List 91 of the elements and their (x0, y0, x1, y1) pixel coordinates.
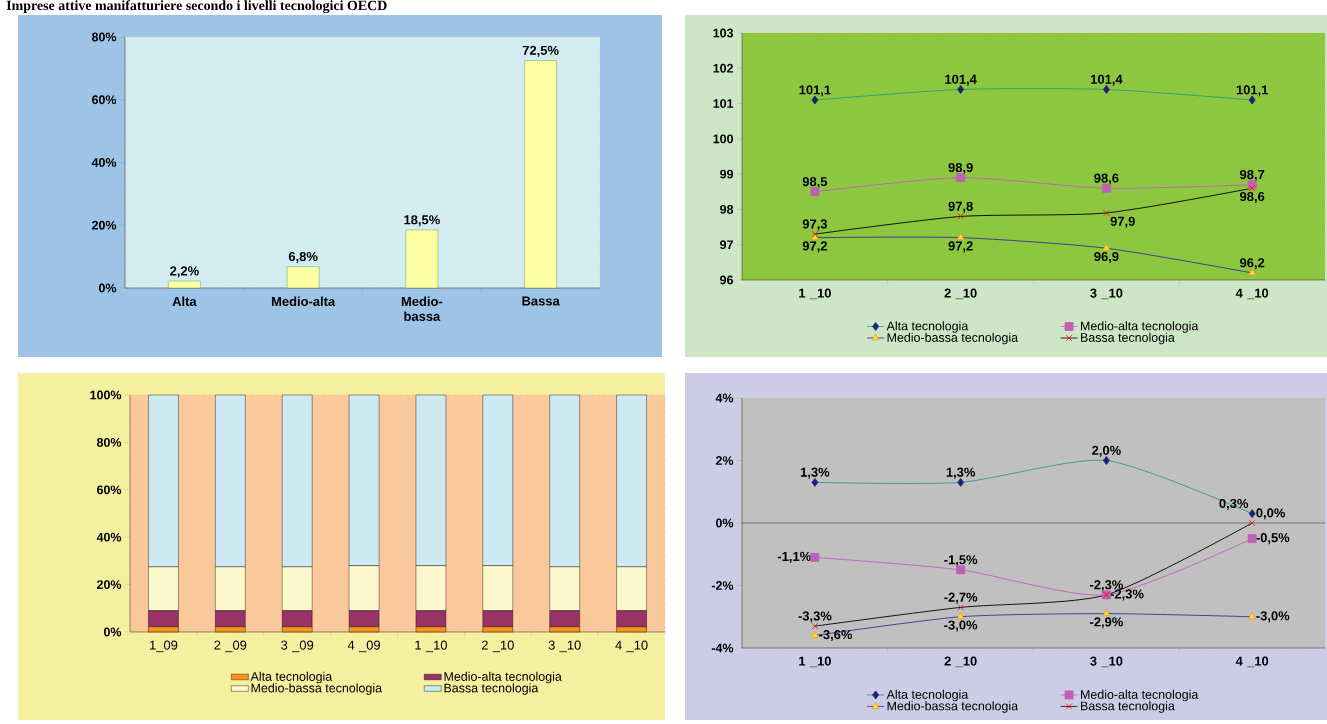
x-tick-label: 1 _10 (415, 640, 447, 653)
y-tick-label: 2% (715, 456, 734, 465)
legend-label: Medio-alta tecnologia (444, 671, 562, 684)
x-tick-label: 4 _10 (1235, 288, 1269, 300)
data-label: 97,9 (1110, 216, 1135, 228)
x-tick-label: 3 _10 (548, 640, 581, 653)
legend-label: Medio-bassa tecnologia (251, 683, 383, 695)
data-label: 72,5% (522, 45, 559, 57)
data-label: -0,5% (1256, 533, 1290, 545)
legend-label: Bassa tecnologia (444, 683, 539, 695)
y-tick-label: 101 (713, 99, 734, 108)
data-label: 96,2 (1240, 258, 1265, 270)
x-tick-label: 1 _10 (799, 288, 831, 300)
y-tick-label: 96 (720, 275, 734, 285)
data-label: -3,3% (798, 611, 832, 623)
y-tick-label: 80% (96, 437, 122, 447)
chart-title: Imprese attive manifatturiere secondo i livelli tecnologici OECD (6, 0, 387, 14)
data-label: 97,8 (948, 201, 973, 213)
y-tick-label: 98 (720, 205, 734, 214)
legend-label: Alta tecnologia (886, 321, 969, 333)
data-label: 0,0% (1256, 508, 1286, 520)
data-label: -2,7% (944, 592, 978, 604)
x-tick-label: 1 _10 (799, 656, 831, 668)
x-tick-label: 2 _09 (214, 640, 247, 653)
x-tick-label: 4 _10 (1235, 656, 1269, 668)
legend-label: Bassa tecnologia (1081, 332, 1175, 345)
data-label: 98,7 (1240, 169, 1265, 182)
x-tick-label: Alta (172, 296, 197, 307)
data-label: 0,3% (1219, 498, 1249, 510)
data-label: 98,5 (802, 177, 828, 189)
x-tick-label: Bassa (522, 296, 560, 306)
y-tick-label: 97 (720, 240, 733, 250)
data-label: 1,3% (800, 467, 830, 479)
legend-label: Bassa tecnologia (1081, 701, 1175, 713)
y-tick-label: 20% (97, 580, 122, 590)
legend-label: Medio-bassa tecnologia (887, 332, 1019, 345)
y-tick-label: 60% (92, 95, 117, 105)
x-tick-label: 4 _09 (347, 640, 381, 653)
data-label: 101,4 (1091, 74, 1123, 86)
y-tick-label: -2% (711, 581, 734, 590)
data-label: -1,1% (777, 551, 811, 563)
x-tick-label: 3 _09 (281, 640, 314, 653)
data-label: 98,9 (948, 162, 973, 174)
data-label: 96,9 (1094, 251, 1119, 263)
data-label: 97,3 (802, 219, 828, 231)
data-label: 98,6 (1240, 191, 1265, 203)
y-tick-label: 102 (713, 63, 733, 73)
y-tick-label: 80% (91, 32, 117, 42)
data-label: 2,2% (170, 266, 199, 278)
legend-label: Alta tecnologia (886, 689, 969, 702)
data-label: -3,0% (944, 620, 978, 632)
x-tick-label: 4 _10 (615, 640, 648, 653)
data-label: 101,1 (799, 85, 831, 97)
y-tick-label: 0% (103, 627, 122, 637)
y-tick-label: -4% (711, 643, 734, 653)
data-label: 6,8% (288, 251, 318, 263)
y-tick-label: 0% (716, 518, 734, 528)
x-tick-label: 2 _10 (944, 288, 977, 300)
y-tick-label: 0% (98, 283, 117, 293)
y-tick-label: 4% (715, 393, 734, 403)
y-tick-label: 100 (713, 134, 733, 144)
data-label: -1,5% (944, 555, 978, 567)
legend-label: Alta tecnologia (250, 671, 333, 684)
y-tick-label: 40% (96, 532, 122, 542)
data-label: 2,0% (1092, 445, 1121, 457)
x-tick-label: 2 _10 (481, 640, 514, 653)
data-label: -3,6% (819, 629, 853, 642)
y-tick-label: 100% (90, 390, 122, 400)
x-tick-label: 2 _10 (944, 656, 977, 668)
x-tick-label: 3 _10 (1090, 656, 1123, 668)
data-label: 97,2 (802, 241, 827, 253)
data-label: 101,1 (1236, 85, 1268, 97)
x-tick-label: 3 _10 (1090, 288, 1123, 300)
legend-label: Medio-bassa tecnologia (887, 701, 1019, 713)
y-tick-label: 20% (91, 220, 117, 230)
data-label: 18,5% (404, 215, 440, 227)
legend-label: Medio-alta tecnologia (1081, 321, 1199, 333)
legend-label: Medio-alta tecnologia (1081, 689, 1199, 702)
x-tick-label: Medio-alta (271, 296, 336, 307)
data-label: 1,3% (946, 467, 976, 479)
x-tick-label: 1_09 (150, 640, 178, 653)
data-label: -2,9% (1089, 617, 1123, 629)
y-tick-label: 99 (720, 169, 734, 179)
data-label: -3,0% (1256, 611, 1290, 623)
data-label: 98,6 (1094, 173, 1119, 185)
data-label: 97,2 (948, 241, 973, 253)
y-tick-label: 40% (91, 158, 117, 167)
data-label: 101,4 (945, 74, 977, 86)
y-tick-label: 103 (713, 28, 734, 38)
x-tick-label: Medio-bassa (401, 296, 443, 321)
y-tick-label: 60% (97, 485, 122, 495)
